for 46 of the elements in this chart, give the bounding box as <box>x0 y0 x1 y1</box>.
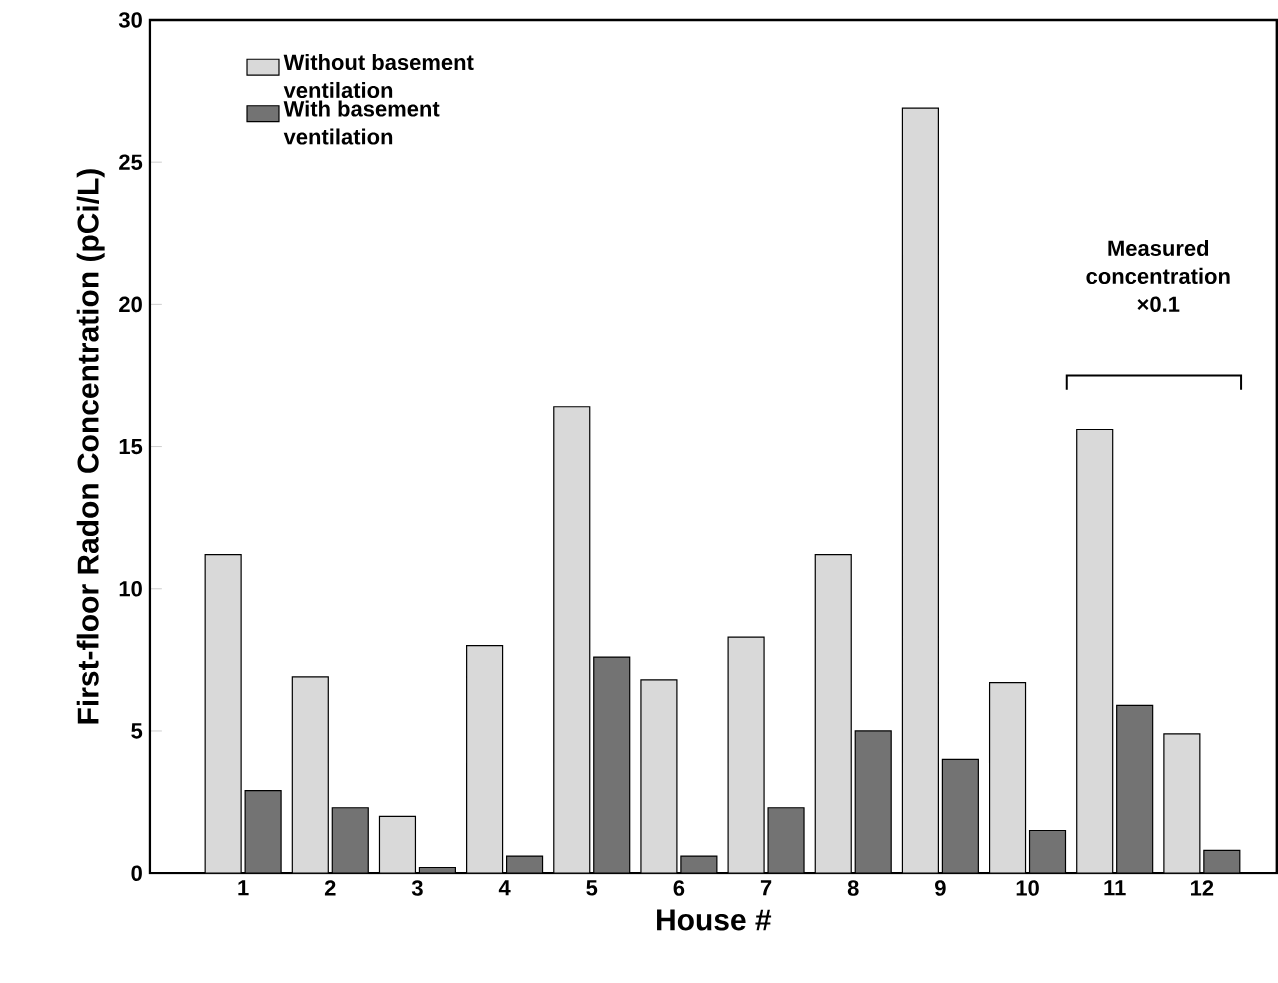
x-tick-label: 4 <box>498 880 511 896</box>
x-axis-title: House # <box>657 909 772 931</box>
x-tick-label: 2 <box>324 880 336 896</box>
y-tick-label: 20 <box>119 296 142 313</box>
x-tick-label: 5 <box>586 880 598 896</box>
annotation: Measured concentration ×0.1 <box>1086 239 1230 312</box>
bar <box>1116 705 1153 874</box>
bar <box>466 645 503 874</box>
bar <box>1029 830 1066 874</box>
y-axis-title: First-floor Radon Concentration (pCi/L) <box>76 169 105 724</box>
legend-label: Without basement ventilation <box>283 53 474 99</box>
bar <box>1163 733 1201 874</box>
x-tick-label: 3 <box>411 880 423 896</box>
bar <box>902 108 939 874</box>
x-tick-label: 8 <box>847 880 859 896</box>
x-tick-label: 10 <box>1016 880 1039 896</box>
x-tick-label: 7 <box>760 880 772 896</box>
y-tick-label: 30 <box>118 12 142 28</box>
y-tick-label: 0 <box>131 865 142 881</box>
bar <box>728 637 765 874</box>
bar <box>815 554 852 874</box>
bar <box>245 790 282 874</box>
y-tick-label: 5 <box>131 723 143 739</box>
x-tick-label: 6 <box>673 880 685 896</box>
x-tick-label: 12 <box>1191 880 1214 896</box>
x-tick-label: 11 <box>1104 880 1126 896</box>
y-tick-label: 10 <box>119 580 142 597</box>
bar <box>768 807 805 874</box>
bar <box>379 816 416 874</box>
bar <box>1076 429 1113 874</box>
bar <box>942 759 979 874</box>
x-tick-label: 9 <box>935 880 946 896</box>
bar <box>506 856 543 874</box>
bar <box>855 730 892 874</box>
bar <box>205 554 242 874</box>
bar <box>640 679 677 874</box>
bar <box>1203 849 1241 874</box>
bar <box>989 682 1026 874</box>
x-tick-label: 1 <box>238 880 249 896</box>
bar <box>292 676 329 874</box>
legend-label: With basement ventilation <box>283 100 440 145</box>
bar <box>332 807 369 874</box>
y-tick-label: 25 <box>119 154 143 170</box>
y-tick-label: 15 <box>119 438 143 455</box>
bar <box>593 657 630 874</box>
bar <box>553 406 590 874</box>
